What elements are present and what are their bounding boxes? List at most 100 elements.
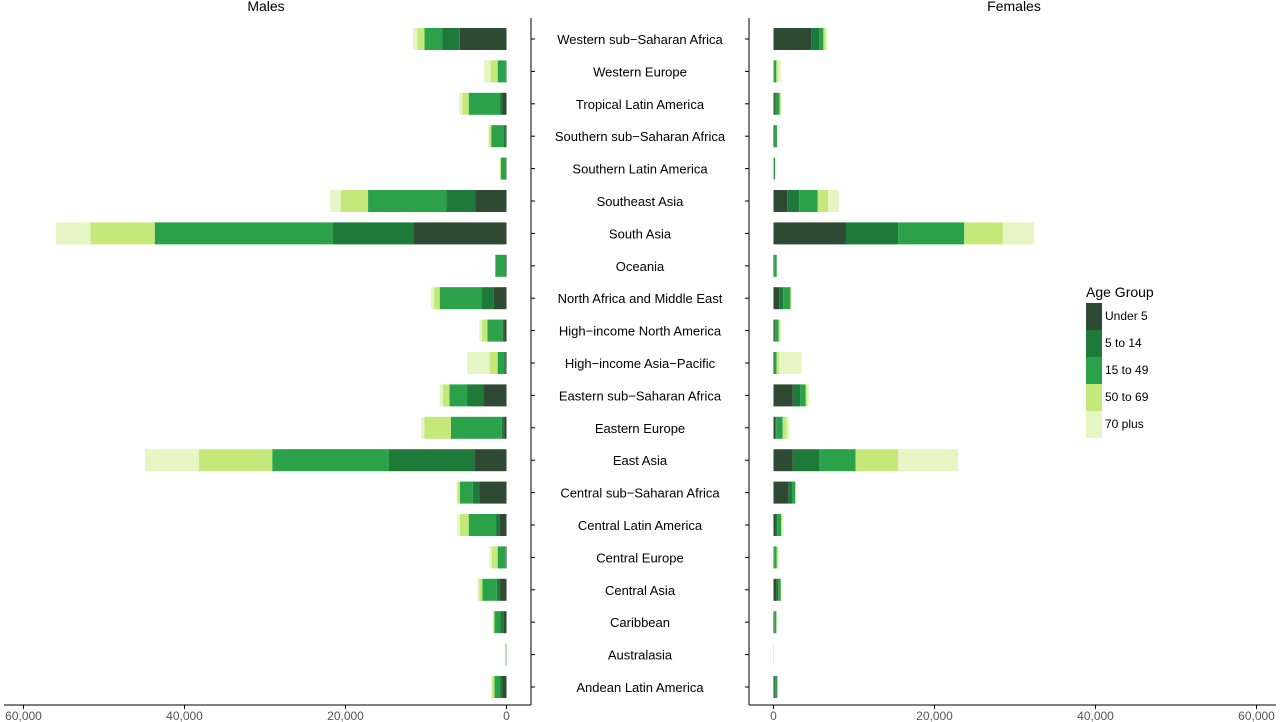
females-bar-oceania-15-to-49 — [774, 254, 777, 277]
category-label-southern-latin-america: Southern Latin America — [572, 162, 708, 177]
females-x-tick-label: 0 — [770, 709, 777, 722]
males-bar-high-income-asia-pacific-70-plus — [467, 352, 490, 374]
category-label-central-asia: Central Asia — [605, 583, 676, 598]
males-bar-central-europe-50-to-69 — [491, 546, 498, 569]
females-bar-high-income-asia-pacific-50-to-69 — [776, 352, 779, 374]
males-panel: Males 0 20,000 40,000 60,000 — [4, 0, 535, 722]
females-bar-north-africa-and-middle-east-15-to-49 — [783, 287, 791, 310]
females-bar-high-income-asia-pacific-5-to-14 — [774, 352, 775, 374]
females-bar-eastern-europe-50-to-69 — [782, 416, 787, 439]
males-bar-southern-sub-saharan-africa-70-plus — [488, 125, 490, 148]
males-bar-south-asia-5-to-14 — [332, 222, 414, 245]
males-bar-australasia-50-to-69 — [505, 643, 506, 666]
legend-swatch-15-to-49 — [1086, 357, 1102, 384]
females-bar-high-income-north-america-70-plus — [780, 319, 782, 342]
males-bar-east-asia-50-to-69 — [198, 449, 273, 472]
males-bar-western-europe-5-to-14 — [505, 60, 507, 83]
females-bar-southern-sub-saharan-africa-15-to-49 — [774, 125, 777, 148]
males-bar-high-income-north-america-70-plus — [479, 319, 482, 342]
males-bar-andean-latin-america-5-to-14 — [500, 676, 503, 698]
category-label-tropical-latin-america: Tropical Latin America — [576, 97, 705, 112]
males-bar-central-asia-5-to-14 — [496, 578, 501, 601]
males-x-tick-label: 40,000 — [166, 709, 203, 722]
females-panel-title: Females — [987, 0, 1041, 14]
females-bar-eastern-europe-70-plus — [786, 416, 790, 439]
category-label-oceania: Oceania — [616, 259, 665, 274]
legend-swatch-5-to-14 — [1086, 330, 1102, 357]
females-bar-western-europe-50-to-69 — [776, 60, 779, 83]
females-bar-tropical-latin-america-50-to-69 — [779, 92, 781, 115]
females-bar-central-europe-15-to-49 — [774, 546, 777, 569]
males-bar-north-africa-and-middle-east-5-to-14 — [481, 287, 494, 310]
males-bar-high-income-asia-pacific-5-to-14 — [504, 352, 506, 374]
females-bar-western-sub-saharan-africa-50-to-69 — [823, 28, 826, 50]
males-bar-southern-sub-saharan-africa-under-5 — [505, 125, 507, 148]
males-bar-central-europe-under-5 — [505, 546, 507, 569]
females-bar-eastern-sub-saharan-africa-50-to-69 — [805, 384, 808, 407]
males-bar-tropical-latin-america-70-plus — [459, 92, 463, 115]
males-bar-central-sub-saharan-africa-under-5 — [479, 481, 507, 504]
males-bar-western-europe-15-to-49 — [497, 60, 506, 83]
males-bar-southeast-asia-50-to-69 — [340, 190, 369, 212]
females-bar-central-asia-under-5 — [773, 578, 777, 601]
females-bar-central-latin-america-under-5 — [773, 514, 776, 536]
females-bar-western-sub-saharan-africa-5-to-14 — [811, 28, 820, 50]
males-bar-southeast-asia-5-to-14 — [446, 190, 476, 212]
males-bar-western-sub-saharan-africa-50-to-69 — [417, 28, 425, 50]
females-bar-caribbean-15-to-49 — [774, 611, 777, 634]
females-bar-southeast-asia-50-to-69 — [817, 190, 829, 212]
males-bar-eastern-sub-saharan-africa-5-to-14 — [467, 384, 484, 407]
legend-swatch-50-to-69 — [1086, 384, 1102, 411]
males-bar-north-africa-and-middle-east-under-5 — [493, 287, 507, 310]
females-bars — [773, 28, 1035, 698]
males-bar-high-income-asia-pacific-50-to-69 — [489, 352, 498, 374]
males-bar-east-asia-under-5 — [474, 449, 507, 472]
males-bar-western-sub-saharan-africa-15-to-49 — [424, 28, 443, 50]
males-bar-southern-sub-saharan-africa-15-to-49 — [491, 125, 504, 148]
males-bar-north-africa-and-middle-east-15-to-49 — [439, 287, 482, 310]
males-bar-southeast-asia-15-to-49 — [368, 190, 447, 212]
females-bar-central-asia-15-to-49 — [778, 578, 781, 601]
males-bar-southern-latin-america-5-to-14 — [505, 157, 507, 180]
males-x-ticks: 0 20,000 40,000 60,000 — [5, 38, 535, 722]
males-bar-central-europe-15-to-49 — [497, 546, 506, 569]
legend-title: Age Group — [1086, 284, 1154, 300]
females-bar-central-sub-saharan-africa-15-to-49 — [792, 481, 796, 504]
females-bar-southeast-asia-15-to-49 — [799, 190, 818, 212]
females-bar-south-asia-5-to-14 — [845, 222, 899, 245]
females-bar-eastern-sub-saharan-africa-70-plus — [807, 384, 809, 407]
males-bar-central-sub-saharan-africa-50-to-69 — [457, 481, 460, 504]
males-bars — [55, 28, 507, 698]
females-bar-eastern-sub-saharan-africa-5-to-14 — [792, 384, 801, 407]
females-bar-east-asia-5-to-14 — [792, 449, 820, 472]
females-bar-andean-latin-america-5-to-14 — [774, 676, 776, 698]
males-bar-eastern-europe-5-to-14 — [501, 416, 505, 439]
females-bar-andean-latin-america-15-to-49 — [775, 676, 778, 698]
females-bar-western-europe-15-to-49 — [773, 60, 777, 83]
males-bar-caribbean-under-5 — [503, 611, 507, 634]
females-bar-high-income-north-america-15-to-49 — [775, 319, 779, 342]
females-bar-east-asia-70-plus — [898, 449, 958, 472]
category-label-western-sub-saharan-africa: Western sub−Saharan Africa — [557, 32, 723, 47]
males-bar-tropical-latin-america-5-to-14 — [500, 92, 503, 115]
legend-label-15-to-49: 15 to 49 — [1105, 363, 1149, 377]
males-bar-eastern-europe-70-plus — [421, 416, 425, 439]
legend-label-50-to-69: 50 to 69 — [1105, 390, 1149, 404]
females-bar-western-europe-70-plus — [778, 60, 782, 83]
category-label-south-asia: South Asia — [609, 226, 672, 241]
males-bar-central-sub-saharan-africa-70-plus — [456, 481, 458, 504]
category-label-andean-latin-america: Andean Latin America — [576, 680, 704, 695]
females-bar-east-asia-50-to-69 — [855, 449, 899, 472]
females-bar-central-latin-america-50-to-69 — [781, 514, 783, 536]
females-bar-central-europe-50-to-69 — [776, 546, 778, 569]
males-bar-central-sub-saharan-africa-5-to-14 — [472, 481, 480, 504]
males-x-tick-label: 60,000 — [5, 709, 42, 722]
legend-label-70-plus: 70 plus — [1105, 417, 1144, 431]
males-bar-east-asia-70-plus — [145, 449, 199, 472]
category-label-high-income-north-america: High−income North America — [559, 324, 722, 339]
males-bar-central-asia-under-5 — [500, 578, 507, 601]
females-bar-southeast-asia-under-5 — [773, 190, 788, 212]
legend: Age Group Under 5 5 to 14 15 to 49 50 to 69… — [1086, 284, 1154, 438]
females-bar-central-latin-america-70-plus — [782, 514, 784, 536]
